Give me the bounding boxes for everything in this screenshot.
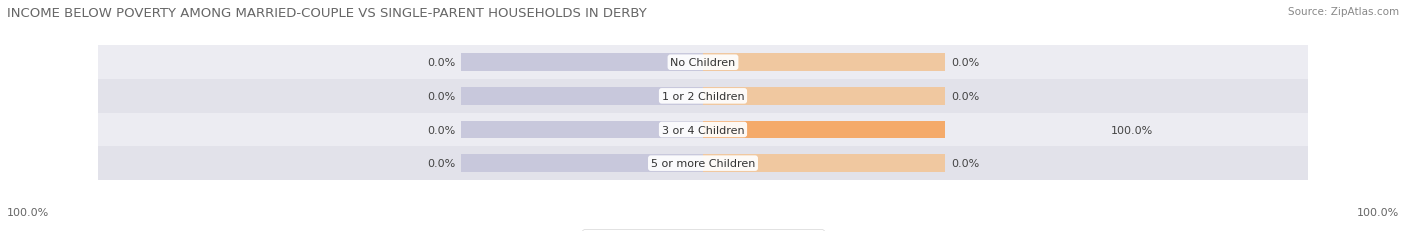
Bar [98, 80, 1308, 113]
Bar [703, 54, 945, 72]
Bar [703, 121, 945, 139]
Bar [703, 155, 945, 172]
Text: No Children: No Children [671, 58, 735, 68]
Bar [461, 155, 703, 172]
Text: 0.0%: 0.0% [427, 158, 456, 168]
Bar [98, 113, 1308, 147]
Text: 100.0%: 100.0% [1357, 207, 1399, 218]
Bar [703, 88, 945, 105]
Legend: Married Couples, Single Parents: Married Couples, Single Parents [582, 229, 824, 231]
Text: 0.0%: 0.0% [950, 158, 979, 168]
Text: Source: ZipAtlas.com: Source: ZipAtlas.com [1288, 7, 1399, 17]
Text: 0.0%: 0.0% [427, 58, 456, 68]
Text: 0.0%: 0.0% [427, 91, 456, 101]
Bar [98, 46, 1308, 80]
Text: 0.0%: 0.0% [950, 91, 979, 101]
Bar [703, 121, 945, 139]
Text: 100.0%: 100.0% [7, 207, 49, 218]
Text: 3 or 4 Children: 3 or 4 Children [662, 125, 744, 135]
Text: 0.0%: 0.0% [950, 58, 979, 68]
Bar [461, 121, 703, 139]
Bar [461, 54, 703, 72]
Text: 0.0%: 0.0% [427, 125, 456, 135]
Text: 100.0%: 100.0% [1111, 125, 1153, 135]
Text: 1 or 2 Children: 1 or 2 Children [662, 91, 744, 101]
Text: 5 or more Children: 5 or more Children [651, 158, 755, 168]
Text: INCOME BELOW POVERTY AMONG MARRIED-COUPLE VS SINGLE-PARENT HOUSEHOLDS IN DERBY: INCOME BELOW POVERTY AMONG MARRIED-COUPL… [7, 7, 647, 20]
Bar [98, 147, 1308, 180]
Bar [461, 88, 703, 105]
